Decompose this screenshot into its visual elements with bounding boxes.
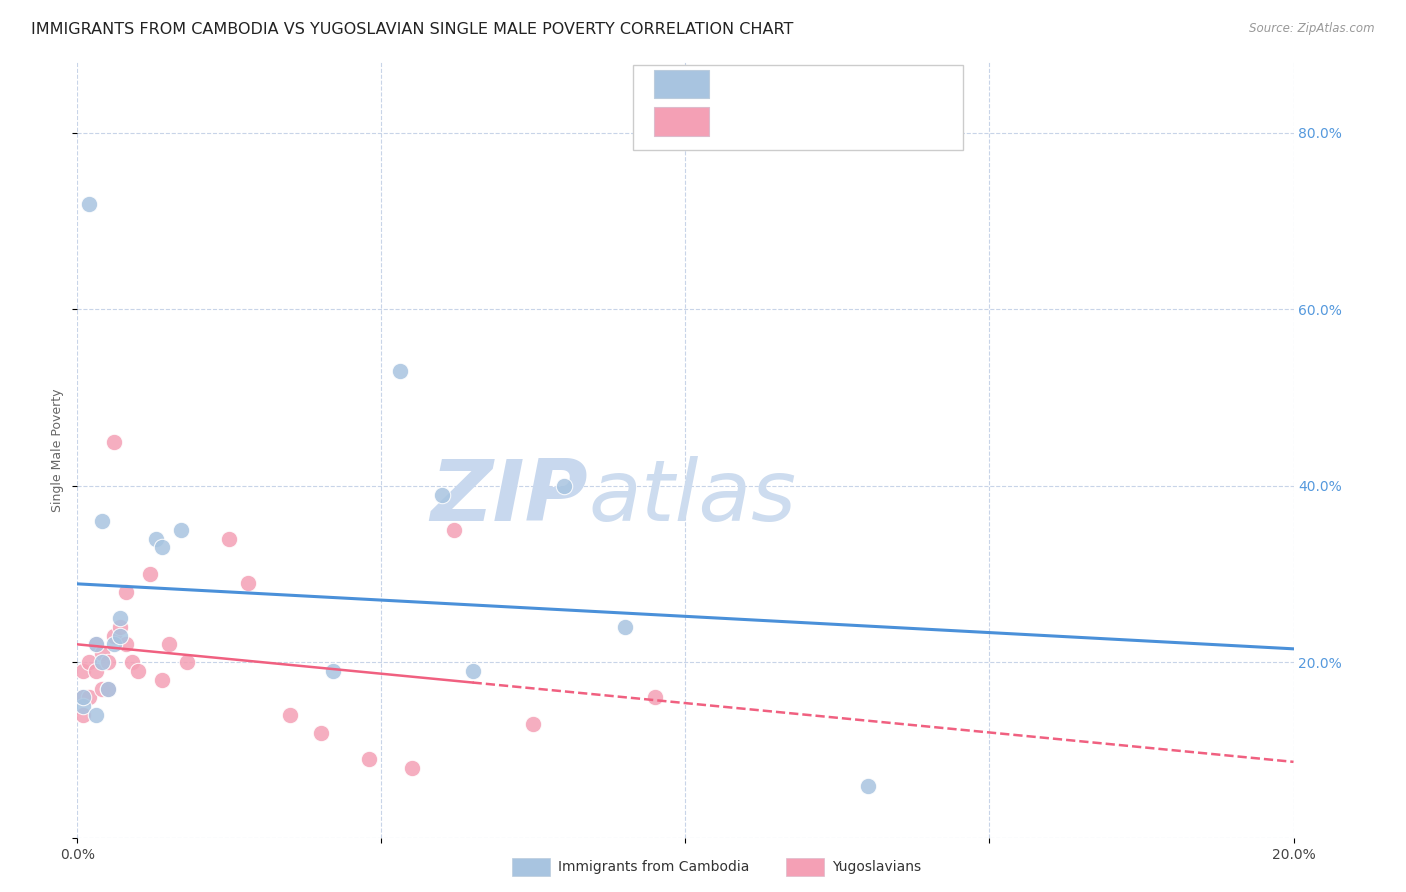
Y-axis label: Single Male Poverty: Single Male Poverty [51, 389, 65, 512]
Point [72, 699, 94, 714]
Point [97, 681, 120, 696]
Point [108, 620, 131, 634]
Point [145, 532, 167, 546]
Point [278, 708, 301, 723]
Point [157, 637, 180, 651]
Point [90, 646, 112, 660]
Text: 21: 21 [872, 77, 891, 91]
Point [90, 514, 112, 528]
Point [79, 196, 101, 211]
Point [461, 664, 484, 678]
Point [97, 655, 120, 669]
Point [72, 690, 94, 705]
Text: Yugoslavians: Yugoslavians [832, 860, 921, 874]
Point [553, 479, 575, 493]
Point [79, 655, 101, 669]
Point [84, 637, 107, 651]
Point [90, 655, 112, 669]
Point [430, 487, 453, 501]
Point [90, 681, 112, 696]
Point [139, 566, 162, 581]
Point [84, 664, 107, 678]
Point [388, 364, 411, 378]
Point [72, 664, 94, 678]
Point [84, 708, 107, 723]
Point [309, 725, 332, 739]
Text: ZIP: ZIP [430, 456, 588, 539]
Point [97, 681, 120, 696]
Point [115, 584, 138, 599]
Text: 0.330: 0.330 [759, 77, 807, 91]
Point [108, 611, 131, 625]
Text: 31: 31 [872, 114, 891, 128]
Point [108, 629, 131, 643]
Point [103, 637, 125, 651]
Text: R =: R = [717, 77, 751, 91]
Point [443, 523, 465, 537]
Text: -0.024: -0.024 [759, 114, 808, 128]
Point [115, 637, 138, 651]
Point [856, 779, 879, 793]
Point [72, 708, 94, 723]
Point [522, 716, 544, 731]
Point [121, 655, 143, 669]
Text: Immigrants from Cambodia: Immigrants from Cambodia [558, 860, 749, 874]
Point [644, 690, 666, 705]
Point [322, 664, 344, 678]
Point [72, 690, 94, 705]
Text: atlas: atlas [588, 456, 796, 539]
Text: Source: ZipAtlas.com: Source: ZipAtlas.com [1250, 22, 1375, 36]
Point [84, 637, 107, 651]
Point [152, 673, 174, 687]
Point [401, 761, 423, 775]
Point [236, 575, 259, 590]
Point [127, 664, 149, 678]
Point [103, 629, 125, 643]
Point [359, 752, 381, 766]
Point [218, 532, 240, 546]
Point [176, 655, 198, 669]
Point [103, 434, 125, 449]
Text: IMMIGRANTS FROM CAMBODIA VS YUGOSLAVIAN SINGLE MALE POVERTY CORRELATION CHART: IMMIGRANTS FROM CAMBODIA VS YUGOSLAVIAN … [31, 22, 793, 37]
Point [152, 541, 174, 555]
Text: R =: R = [717, 114, 751, 128]
Point [613, 620, 636, 634]
Point [170, 523, 193, 537]
Text: N =: N = [832, 114, 866, 128]
Point [79, 690, 101, 705]
Text: N =: N = [832, 77, 866, 91]
